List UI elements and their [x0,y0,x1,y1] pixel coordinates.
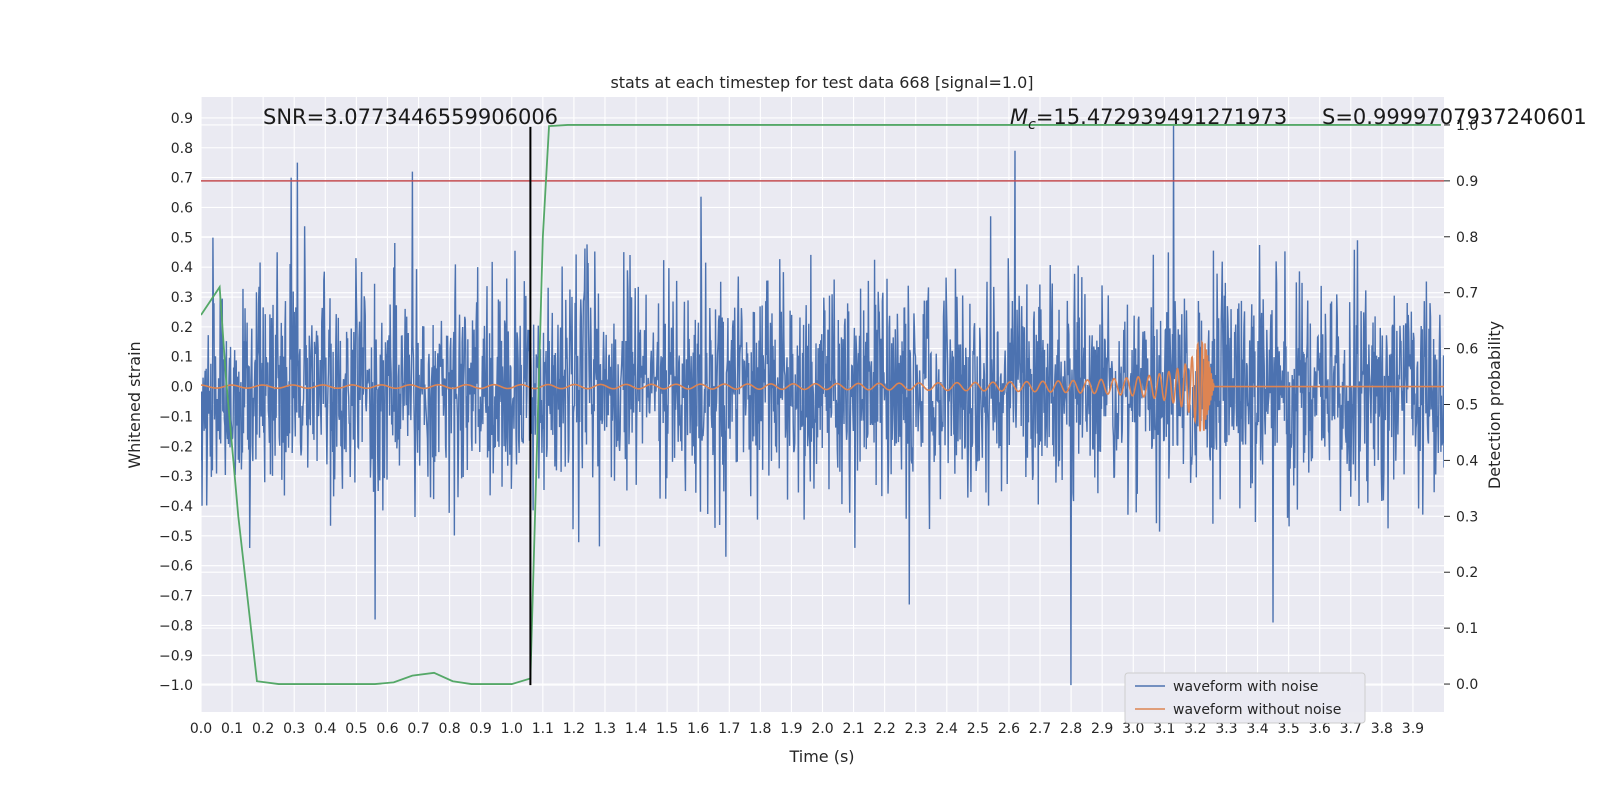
x-tick-label: 3.7 [1340,721,1362,737]
series-waveform-with-noise [201,123,1444,686]
y2-tick-label: 1.0 [1456,118,1478,134]
y2-tick-label: 0.9 [1456,174,1478,190]
x-tick-label: 0.5 [345,721,367,737]
legend-label-waveform-with-noise: waveform with noise [1173,679,1318,695]
x-tick-label: 3.9 [1402,721,1424,737]
x-axis-ticks: 0.0 0.1 0.2 0.3 0.4 0.5 0.6 0.7 0.8 0.9 1.0 1.1 1.2 1… [190,721,1424,737]
y-tick-label: 0.1 [171,350,193,366]
x-tick-label: 2.0 [811,721,833,737]
series-detection-probability [201,124,1441,685]
y-tick-label: −0.9 [159,648,193,664]
legend-box [1124,672,1366,724]
y-axis-label: Whitened strain [125,341,144,468]
x-tick-label: 1.8 [749,721,771,737]
x-tick-label: 0.6 [376,721,398,737]
y-tick-label: 0.4 [171,260,193,276]
y-tick-label: −0.7 [159,589,193,605]
y-tick-label: −0.4 [159,499,193,515]
snr-annotation: SNR=3.0773446559906006 [263,105,558,129]
x-tick-label: 1.9 [780,721,802,737]
y-tick-label: −0.6 [159,559,193,575]
series-waveform-without-noise [201,339,1444,432]
x-tick-label: 0.7 [407,721,429,737]
y2-tick-label: 0.6 [1456,342,1478,358]
y2-tick-label: 0.7 [1456,286,1478,302]
x-tick-label: 2.6 [998,721,1020,737]
x-tick-label: 2.2 [874,721,896,737]
y2-tick-label: 0.4 [1456,453,1478,469]
x-tick-label: 1.3 [594,721,616,737]
y2-axis-ticks: 1.0 0.9 0.8 0.7 0.6 0.5 0.4 0.3 0.2 0.1 0.0 [1444,118,1478,693]
y2-tick-label: 0.2 [1456,565,1478,581]
x-tick-label: 2.4 [936,721,958,737]
x-tick-label: 3.3 [1215,721,1237,737]
y-tick-label: 0.7 [171,171,193,187]
x-tick-label: 2.5 [967,721,989,737]
x-tick-label: 3.4 [1246,721,1268,737]
legend-label-waveform-without-noise: waveform without noise [1173,702,1341,718]
x-tick-label: 1.0 [501,721,523,737]
x-tick-label: 2.7 [1029,721,1051,737]
y2-tick-label: 0.1 [1456,621,1478,637]
y-tick-label: −0.3 [159,469,193,485]
x-tick-label: 0.9 [470,721,492,737]
chart-title: stats at each timestep for test data 668… [610,73,1033,92]
y2-tick-label: 0.3 [1456,509,1478,525]
x-tick-label: 2.3 [905,721,927,737]
x-tick-label: 1.7 [718,721,740,737]
x-tick-label: 2.1 [842,721,864,737]
x-tick-label: 3.1 [1153,721,1175,737]
legend: waveform with noise waveform without noi… [1124,672,1366,724]
y2-tick-label: 0.5 [1456,398,1478,414]
x-tick-label: 3.6 [1309,721,1331,737]
y-tick-label: 0.2 [171,320,193,336]
x-tick-label: 1.4 [625,721,647,737]
x-tick-label: 2.9 [1091,721,1113,737]
y-tick-label: −0.2 [159,439,193,455]
x-tick-label: 0.1 [221,721,243,737]
x-tick-label: 3.2 [1184,721,1206,737]
x-tick-label: 0.0 [190,721,212,737]
y-tick-label: −1.0 [159,678,193,694]
y-tick-label: −0.1 [159,409,193,425]
x-axis-label: Time (s) [788,747,854,766]
y-axis-ticks: 0.9 0.8 0.7 0.6 0.5 0.4 0.3 0.2 0.1 0.0 −0.1 −0.2 −0… [159,111,193,694]
x-tick-label: 3.5 [1277,721,1299,737]
x-tick-label: 0.4 [314,721,336,737]
x-tick-label: 1.2 [563,721,585,737]
s-annotation: S=0.9999707937240601 [1322,105,1587,129]
x-tick-label: 1.1 [532,721,554,737]
y-tick-label: −0.8 [159,618,193,634]
y-tick-label: 0.0 [171,380,193,396]
y-tick-label: 0.6 [171,200,193,216]
y2-axis-label: Detection probability [1485,321,1504,489]
y-tick-label: 0.5 [171,230,193,246]
x-tick-label: 3.0 [1122,721,1144,737]
y2-tick-label: 0.0 [1456,677,1478,693]
y-tick-label: −0.5 [159,529,193,545]
x-tick-label: 3.8 [1371,721,1393,737]
y-tick-label: 0.9 [171,111,193,127]
mc-annotation: Mc=15.472939491271973 [1010,105,1287,133]
x-tick-label: 1.6 [687,721,709,737]
y2-tick-label: 0.8 [1456,230,1478,246]
x-tick-label: 0.2 [252,721,274,737]
x-tick-label: 1.5 [656,721,678,737]
x-tick-label: 0.3 [283,721,305,737]
x-tick-label: 0.8 [438,721,460,737]
x-tick-label: 2.8 [1060,721,1082,737]
y-tick-label: 0.3 [171,290,193,306]
y-tick-label: 0.8 [171,141,193,157]
